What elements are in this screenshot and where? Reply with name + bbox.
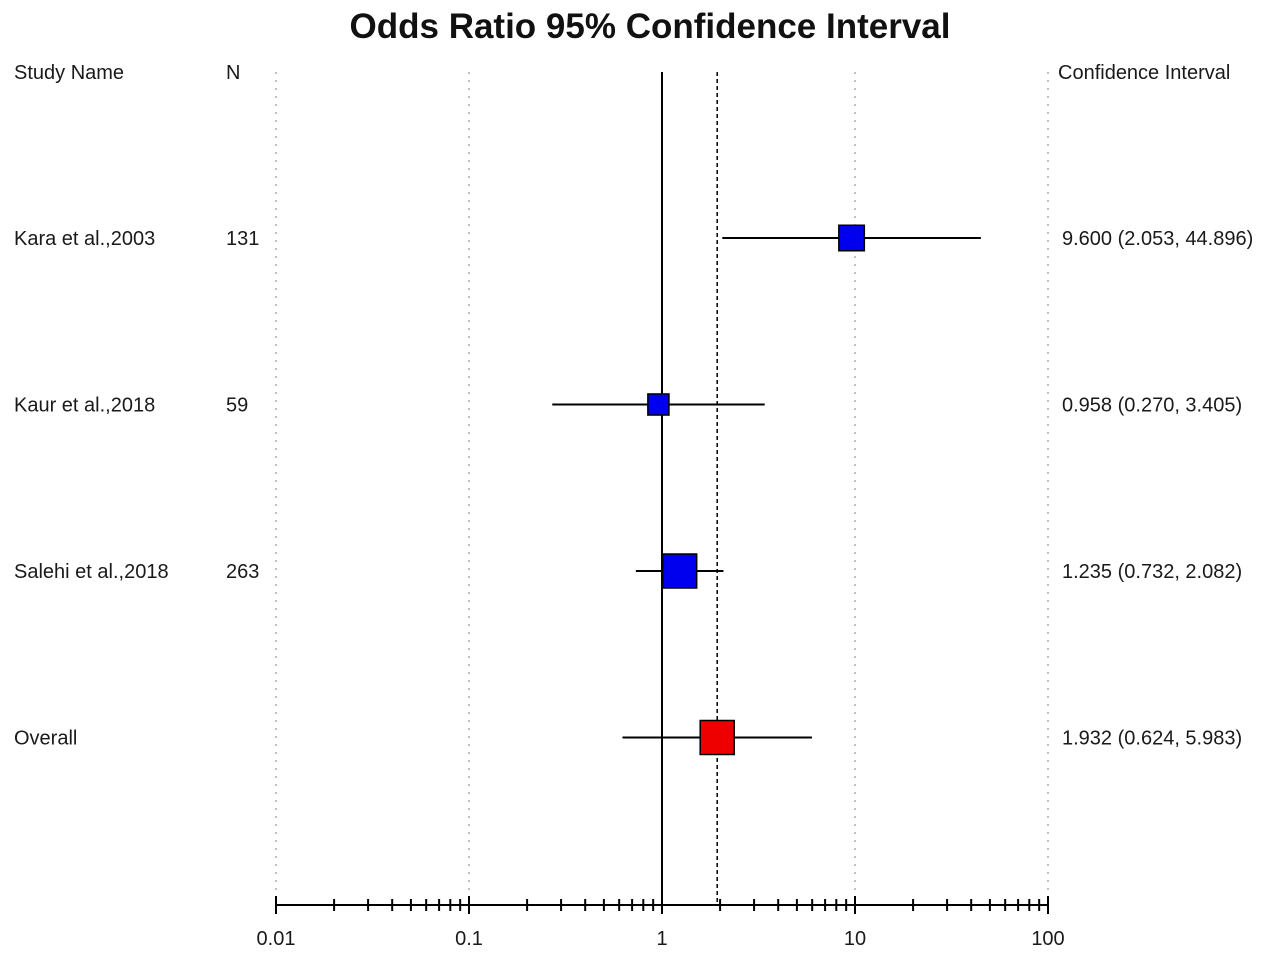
chart-title: Odds Ratio 95% Confidence Interval bbox=[350, 7, 951, 46]
overall-ci-label: 1.932 (0.624, 5.983) bbox=[1062, 728, 1242, 750]
study-n-label: 59 bbox=[226, 395, 248, 417]
study-n-label: 263 bbox=[226, 561, 259, 583]
column-header-study: Study Name bbox=[14, 62, 124, 84]
grid-lines bbox=[275, 72, 1049, 905]
study-point-estimate bbox=[661, 553, 698, 589]
study-name-label: Salehi et al.,2018 bbox=[14, 561, 169, 583]
x-tick-label: 0.01 bbox=[257, 928, 296, 950]
x-tick-label: 0.1 bbox=[455, 928, 483, 950]
study-name-label: Kaur et al.,2018 bbox=[14, 395, 155, 417]
x-tick-label: 100 bbox=[1031, 928, 1064, 950]
study-name-label: Kara et al.,2003 bbox=[14, 228, 155, 250]
column-header-n: N bbox=[226, 62, 240, 84]
x-axis: 0.01 0.1 1 10 100 bbox=[257, 896, 1065, 950]
reference-lines bbox=[661, 72, 718, 905]
study-rows: Kara et al.,2003 131 9.600 (2.053, 44.896)… bbox=[14, 224, 1253, 756]
x-tick-label: 10 bbox=[844, 928, 866, 950]
overall-name-label: Overall bbox=[14, 728, 77, 750]
study-ci-label: 9.600 (2.053, 44.896) bbox=[1062, 228, 1253, 250]
study-ci-label: 0.958 (0.270, 3.405) bbox=[1062, 395, 1242, 417]
column-header-ci: Confidence Interval bbox=[1058, 62, 1230, 84]
overall-point-estimate bbox=[699, 719, 735, 756]
x-tick-label: 1 bbox=[656, 928, 667, 950]
study-point-estimate bbox=[647, 393, 670, 416]
study-ci-label: 1.235 (0.732, 2.082) bbox=[1062, 561, 1242, 583]
study-point-estimate bbox=[838, 224, 866, 252]
study-n-label: 131 bbox=[226, 228, 259, 250]
